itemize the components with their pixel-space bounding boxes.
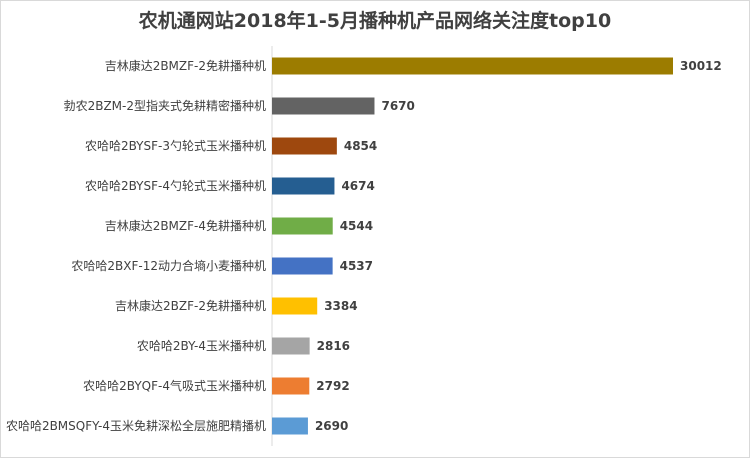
bar-7 <box>272 297 318 315</box>
value-label-2: 7670 <box>381 99 414 113</box>
value-label-7: 3384 <box>324 299 357 313</box>
bar-10 <box>272 417 308 435</box>
category-label-8: 农哈哈2BY-4玉米播种机 <box>137 339 266 353</box>
bar-8 <box>272 337 310 355</box>
category-label-9: 农哈哈2BYQF-4气吸式玉米播种机 <box>83 378 266 393</box>
value-label-6: 4537 <box>340 259 373 273</box>
value-label-1: 30012 <box>680 59 722 73</box>
bar-5 <box>272 217 333 235</box>
bar-3 <box>272 137 337 155</box>
category-label-4: 农哈哈2BYSF-4勺轮式玉米播种机 <box>85 179 266 193</box>
category-label-10: 农哈哈2BMSQFY-4玉米免耕深松全层施肥精播机 <box>6 418 266 433</box>
value-label-10: 2690 <box>315 419 348 433</box>
bar-2 <box>272 97 375 115</box>
bar-4 <box>272 177 335 195</box>
value-label-9: 2792 <box>316 379 349 393</box>
category-label-1: 吉林康达2BMZF-2免耕播种机 <box>105 58 266 73</box>
value-label-3: 4854 <box>344 139 377 153</box>
bar-6 <box>272 257 333 275</box>
value-label-5: 4544 <box>340 219 373 233</box>
bar-1 <box>272 57 673 75</box>
chart-title: 农机通网站2018年1-5月播种机产品网络关注度top10 <box>138 10 612 32</box>
value-label-4: 4674 <box>341 179 374 193</box>
value-label-8: 2816 <box>317 339 350 353</box>
bar-9 <box>272 377 310 395</box>
category-label-5: 吉林康达2BMZF-4免耕播种机 <box>105 218 266 233</box>
category-label-3: 农哈哈2BYSF-3勺轮式玉米播种机 <box>85 139 266 153</box>
category-label-6: 农哈哈2BXF-12动力合墒小麦播种机 <box>71 258 266 273</box>
category-label-7: 吉林康达2BZF-2免耕播种机 <box>115 298 266 313</box>
category-label-2: 勃农2BZM-2型指夹式免耕精密播种机 <box>64 98 266 113</box>
